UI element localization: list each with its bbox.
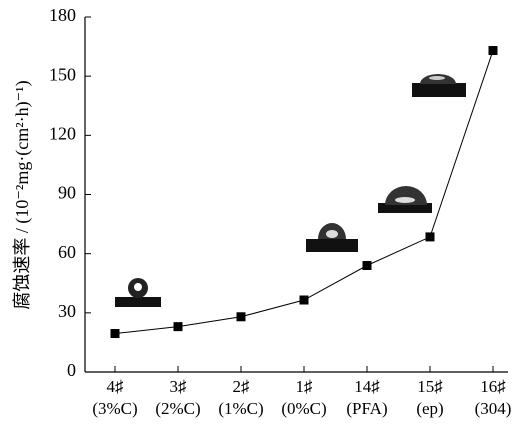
y-tick-label: 90 [58,183,76,203]
y-tick-label: 120 [49,123,76,143]
marker [300,296,309,305]
x-tick-label: 1♯ (0%C) [269,376,339,420]
y-tick-label: 150 [49,64,76,84]
x-tick-label: 15♯ (ep) [395,376,465,420]
x-tick-label: 4♯ (3%C) [80,376,150,420]
x-tick-label: 2♯ (1%C) [206,376,276,420]
marker [363,261,372,270]
chart: 腐蚀速率 / (10⁻²mg·(cm²·h)⁻¹) 0 30 60 90 120 150 1… [0,0,520,425]
y-tick-label: 180 [49,5,76,25]
marker [237,312,246,321]
marker [111,329,120,338]
y-tick-label: 30 [58,301,76,321]
y-axis-label: 腐蚀速率 / (10⁻²mg·(cm²·h)⁻¹) [12,80,33,309]
page: 腐蚀速率 / (10⁻²mg·(cm²·h)⁻¹) 0 30 60 90 120 150 1… [0,0,520,425]
x-tick-label: 3♯ (2%C) [143,376,213,420]
y-tick-label: 60 [58,242,76,262]
droplet-image [115,74,466,307]
y-tick-label: 0 [67,360,76,380]
x-tick-label: 14♯ (PFA) [332,376,402,420]
marker [174,322,183,331]
marker [426,232,435,241]
marker [489,46,498,55]
x-tick-label: 16♯ (304) [458,376,520,420]
